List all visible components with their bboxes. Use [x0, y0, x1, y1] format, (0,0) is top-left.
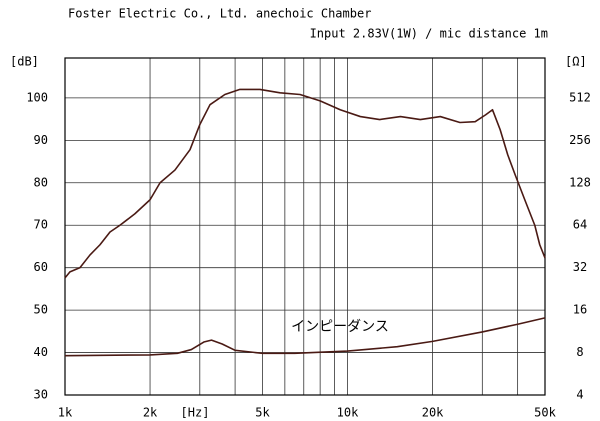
y-tick-label: 40: [34, 345, 48, 359]
y2-tick-label: 128: [569, 175, 591, 189]
x-tick-label: 10k: [337, 406, 359, 420]
annotation: インピーダンス: [291, 319, 389, 335]
series-line: [64, 317, 546, 357]
x-axis-label: [Hz]: [181, 406, 210, 420]
y2-tick-label: 16: [573, 303, 587, 317]
chart-title: Foster Electric Co., Ltd. anechoic Chamb…: [68, 7, 371, 21]
y2-tick-label: 32: [573, 260, 587, 274]
chart-subtitle: Input 2.83V(1W) / mic distance 1m: [310, 27, 548, 41]
series-line: [64, 88, 546, 279]
y-axis-label: [dB]: [10, 55, 39, 69]
y-tick-label: 60: [34, 260, 48, 274]
y2-tick-label: 64: [573, 218, 587, 232]
plot-frame: [64, 57, 546, 396]
y-tick-label: 90: [34, 133, 48, 147]
y2-tick-label: 8: [576, 345, 583, 359]
y-tick-label: 70: [34, 218, 48, 232]
y2-axis-label: [Ω]: [565, 55, 587, 69]
y2-tick-label: 256: [569, 133, 591, 147]
x-tick-label: 50k: [534, 406, 556, 420]
y2-tick-label: 4: [576, 388, 583, 402]
x-tick-label: 20k: [422, 406, 444, 420]
y-tick-label: 80: [34, 175, 48, 189]
x-tick-label: 2k: [143, 406, 158, 420]
y2-tick-label: 512: [569, 90, 591, 104]
y-tick-label: 100: [26, 90, 48, 104]
y-tick-label: 50: [34, 303, 48, 317]
x-tick-label: 1k: [58, 406, 73, 420]
x-tick-label: 5k: [255, 406, 270, 420]
y-tick-label: 30: [34, 388, 48, 402]
